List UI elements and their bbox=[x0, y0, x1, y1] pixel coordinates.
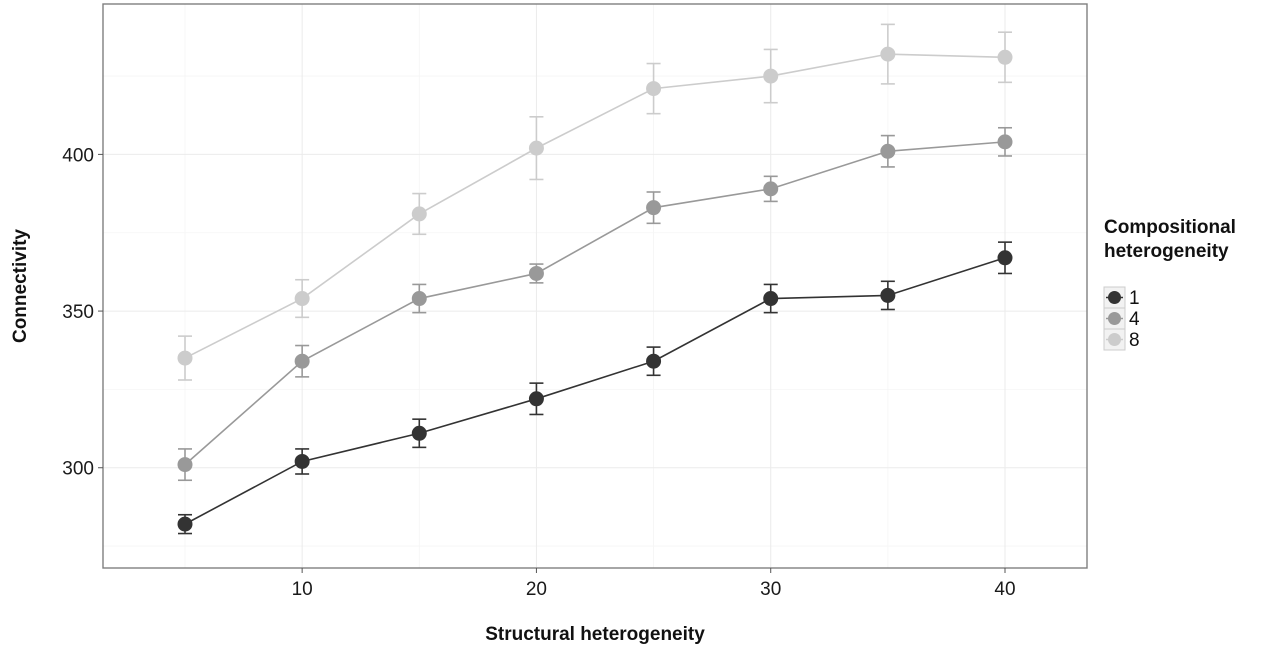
data-point bbox=[411, 206, 427, 222]
x-tick-label: 20 bbox=[526, 579, 547, 600]
data-point bbox=[177, 516, 193, 532]
y-tick-label: 300 bbox=[62, 459, 94, 480]
data-point bbox=[997, 134, 1013, 150]
data-point bbox=[880, 46, 896, 62]
data-point bbox=[294, 453, 310, 469]
plot-background bbox=[103, 4, 1087, 568]
data-point bbox=[646, 353, 662, 369]
legend-key-point bbox=[1108, 333, 1121, 346]
data-point bbox=[997, 250, 1013, 266]
y-axis-title: Connectivity bbox=[10, 229, 31, 343]
data-point bbox=[763, 291, 779, 307]
data-point bbox=[177, 457, 193, 473]
x-tick-label: 30 bbox=[760, 579, 781, 600]
data-point bbox=[763, 68, 779, 84]
y-tick-label: 350 bbox=[62, 302, 94, 323]
data-point bbox=[997, 49, 1013, 65]
legend-label: 8 bbox=[1129, 330, 1140, 351]
x-tick-label: 10 bbox=[292, 579, 313, 600]
data-point bbox=[528, 265, 544, 281]
series-4-line bbox=[184, 141, 1006, 466]
data-point bbox=[646, 200, 662, 216]
axes: 10 20 30 40 300 350 400 bbox=[62, 145, 1015, 600]
data-point bbox=[294, 353, 310, 369]
legend-item-4: 4 bbox=[1103, 307, 1140, 330]
legend-title-line-2: heterogeneity bbox=[1104, 241, 1229, 262]
series-1-line bbox=[184, 257, 1006, 525]
data-point bbox=[880, 143, 896, 159]
data-point bbox=[411, 425, 427, 441]
legend-item-8: 8 bbox=[1103, 328, 1140, 351]
data-point bbox=[294, 291, 310, 307]
data-point bbox=[763, 181, 779, 197]
series-8-line bbox=[184, 53, 1006, 359]
data-point bbox=[177, 350, 193, 366]
x-tick-label: 40 bbox=[994, 579, 1015, 600]
series-group bbox=[177, 23, 1013, 535]
data-point bbox=[528, 391, 544, 407]
legend-label: 1 bbox=[1129, 288, 1140, 309]
data-point bbox=[528, 140, 544, 156]
y-tick-label: 400 bbox=[62, 145, 94, 166]
plot-border bbox=[102, 3, 1088, 569]
legend-key-point bbox=[1108, 291, 1121, 304]
legend-item-1: 1 bbox=[1103, 286, 1140, 309]
legend-title-line-1: Compositional bbox=[1104, 217, 1236, 238]
legend-label: 4 bbox=[1129, 309, 1140, 330]
series-1 bbox=[177, 241, 1013, 535]
legend-items: 148 bbox=[1103, 286, 1140, 351]
legend-key-point bbox=[1108, 312, 1121, 325]
data-point bbox=[646, 81, 662, 97]
x-axis-title: Structural heterogeneity bbox=[485, 624, 705, 645]
series-4 bbox=[177, 126, 1013, 482]
data-point bbox=[880, 287, 896, 303]
data-point bbox=[411, 291, 427, 307]
series-8 bbox=[177, 23, 1013, 381]
legend: Compositional heterogeneity 148 bbox=[1103, 217, 1236, 351]
